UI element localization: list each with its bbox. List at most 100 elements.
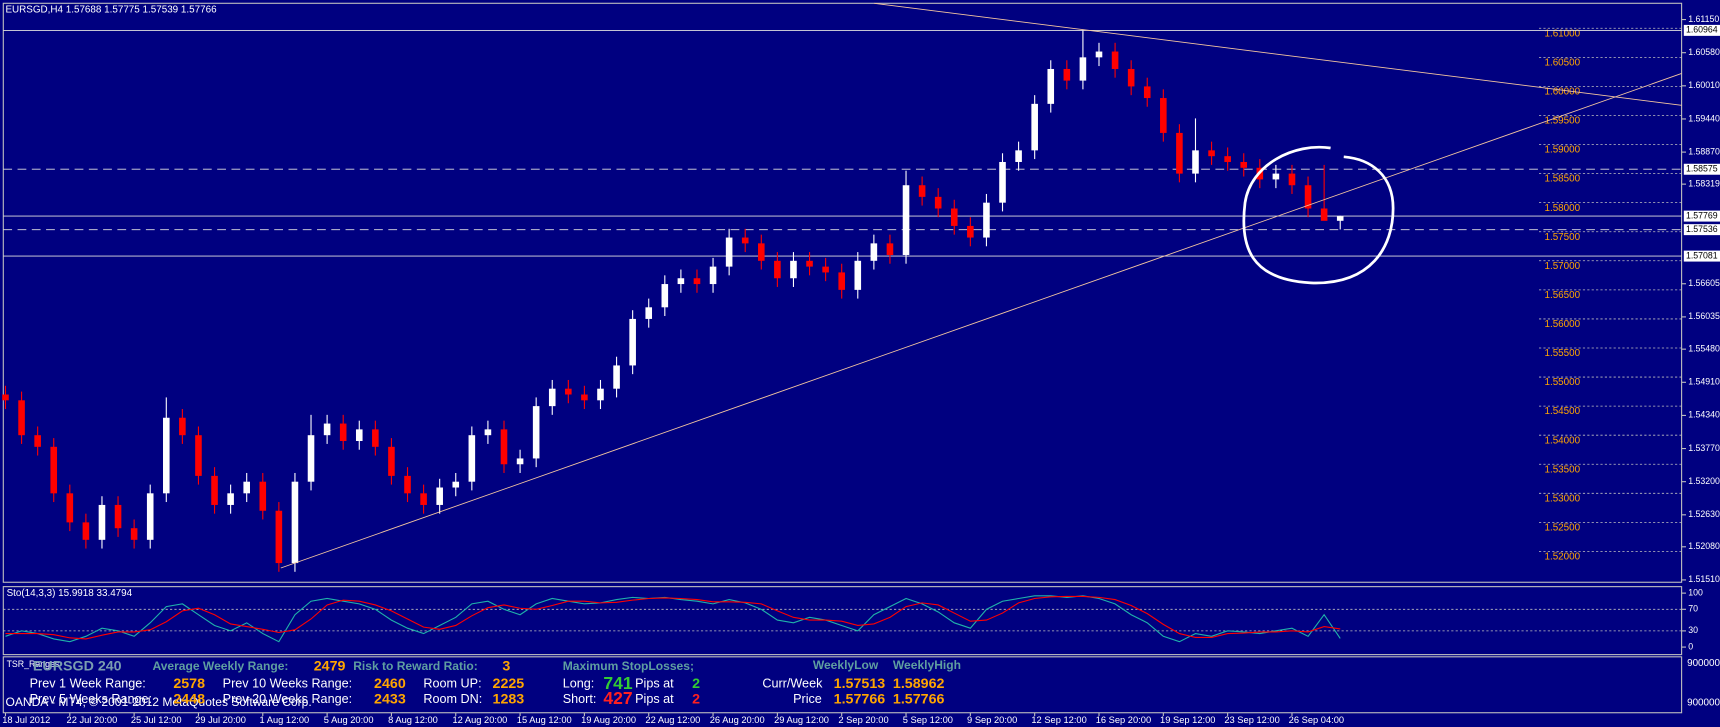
- candle-body: [693, 278, 701, 285]
- main-frame: [2, 2, 1683, 583]
- x-tick-label: 25 Jul 12:00: [131, 715, 182, 725]
- candle-body: [1320, 208, 1328, 221]
- price-box-label: 1.60964: [1686, 25, 1718, 35]
- panel-text: Maximum StopLosses;: [563, 659, 694, 673]
- candle-body: [1031, 103, 1038, 151]
- panel-text: WeeklyLow: [813, 658, 879, 672]
- candle-body: [1272, 173, 1280, 180]
- level-label: 1.56500: [1544, 290, 1580, 301]
- panel-text: Risk to Reward Ratio:: [353, 659, 478, 673]
- candle-body: [291, 481, 299, 564]
- level-label: 1.57500: [1544, 232, 1580, 243]
- candle-body: [1015, 150, 1022, 162]
- indicator-name: TSR_Ranges: [7, 659, 60, 669]
- x-tick-label: 2 Sep 20:00: [838, 715, 888, 725]
- candle-body: [500, 429, 508, 465]
- x-tick-label: 19 Sep 12:00: [1160, 715, 1215, 725]
- tsr-frame: [2, 656, 1683, 714]
- candle-body: [999, 161, 1006, 203]
- candle-body: [967, 225, 974, 238]
- candle-body: [1240, 161, 1248, 168]
- candle-body: [934, 196, 942, 209]
- candle-body: [613, 365, 620, 389]
- y-tick-label: 1.52630: [1688, 509, 1720, 519]
- candle-body: [1095, 51, 1103, 58]
- candle-body: [516, 458, 524, 465]
- level-label: 1.52500: [1544, 522, 1580, 533]
- y-tick-label: 1.56605: [1688, 278, 1720, 288]
- candle-body: [790, 260, 797, 279]
- panel-text: 427: [603, 688, 632, 708]
- candle-body: [870, 243, 878, 261]
- candle-body: [1063, 68, 1071, 81]
- candle-body: [211, 475, 218, 505]
- y-tick-label: 1.53770: [1688, 443, 1720, 453]
- candle-body: [1127, 68, 1135, 87]
- level-label: 1.54500: [1544, 406, 1580, 417]
- candle-body: [565, 388, 572, 395]
- candle-body: [983, 202, 990, 238]
- candle-body: [307, 435, 315, 482]
- tsr-axis-label: 900000: [1687, 658, 1720, 669]
- candle-body: [388, 446, 395, 476]
- trend-line: [874, 2, 1682, 106]
- candle-body: [179, 417, 186, 436]
- x-tick-label: 23 Sep 12:00: [1224, 715, 1279, 725]
- candle-body: [1143, 86, 1151, 99]
- x-tick-label: 12 Aug 20:00: [452, 715, 507, 725]
- candle-body: [66, 493, 74, 523]
- level-label: 1.53000: [1544, 493, 1580, 504]
- candle-body: [1192, 150, 1199, 174]
- level-label: 1.59000: [1544, 145, 1580, 156]
- candle-body: [114, 504, 122, 529]
- price-box-label: 1.57769: [1686, 210, 1718, 220]
- y-tick-label: 1.56035: [1688, 311, 1720, 321]
- candle-body: [950, 208, 958, 226]
- panel-text: 2578: [173, 676, 205, 692]
- level-label: 1.56000: [1544, 319, 1580, 330]
- candle-body: [597, 388, 604, 401]
- panel-text: Prev 1 Week Range:: [30, 677, 146, 691]
- candle-body: [420, 493, 427, 505]
- level-label: 1.59500: [1544, 116, 1580, 127]
- y-tick-label: 100: [1688, 587, 1703, 597]
- x-tick-label: 29 Jul 20:00: [195, 715, 246, 725]
- panel-text: 2433: [374, 691, 406, 707]
- panel-text: 2448: [173, 691, 205, 707]
- candle-body: [468, 435, 476, 482]
- y-tick-label: 30: [1688, 625, 1698, 635]
- level-label: 1.60000: [1544, 87, 1580, 98]
- price-box: [1683, 24, 1720, 36]
- candle-body: [1224, 156, 1231, 162]
- candle-body: [645, 307, 653, 319]
- candle-body: [163, 417, 170, 494]
- candle-body: [709, 266, 717, 285]
- panel-text: Pips at: [635, 692, 674, 706]
- candle-body: [275, 510, 283, 564]
- panel-text: 741: [603, 673, 633, 693]
- y-tick-label: 1.60580: [1688, 47, 1720, 57]
- candle-body: [404, 475, 411, 494]
- x-tick-label: 15 Aug 12:00: [517, 715, 572, 725]
- panel-text: 1.57513: [834, 676, 886, 692]
- candle-body: [82, 522, 90, 540]
- x-tick-label: 26 Sep 04:00: [1289, 715, 1344, 725]
- candle-body: [822, 266, 829, 273]
- candle-body: [195, 435, 202, 476]
- y-tick-label: 1.58319: [1688, 178, 1720, 188]
- candle-body: [854, 260, 862, 290]
- x-tick-label: 18 Jul 2012: [2, 715, 50, 725]
- panel-text: 1.57766: [893, 691, 945, 707]
- candle-body: [1336, 216, 1344, 221]
- candle-body: [725, 237, 733, 267]
- candle-body: [838, 272, 845, 290]
- candle-body: [677, 278, 685, 285]
- candle-body: [452, 481, 460, 488]
- candle-body: [323, 423, 331, 436]
- x-tick-label: 1 Aug 12:00: [259, 715, 309, 725]
- level-label: 1.58000: [1544, 203, 1580, 214]
- stoch-title: Sto(14,3,3) 15.9918 33.4794: [7, 588, 133, 599]
- price-box: [1683, 163, 1720, 175]
- panel-text: 1.58962: [893, 676, 945, 692]
